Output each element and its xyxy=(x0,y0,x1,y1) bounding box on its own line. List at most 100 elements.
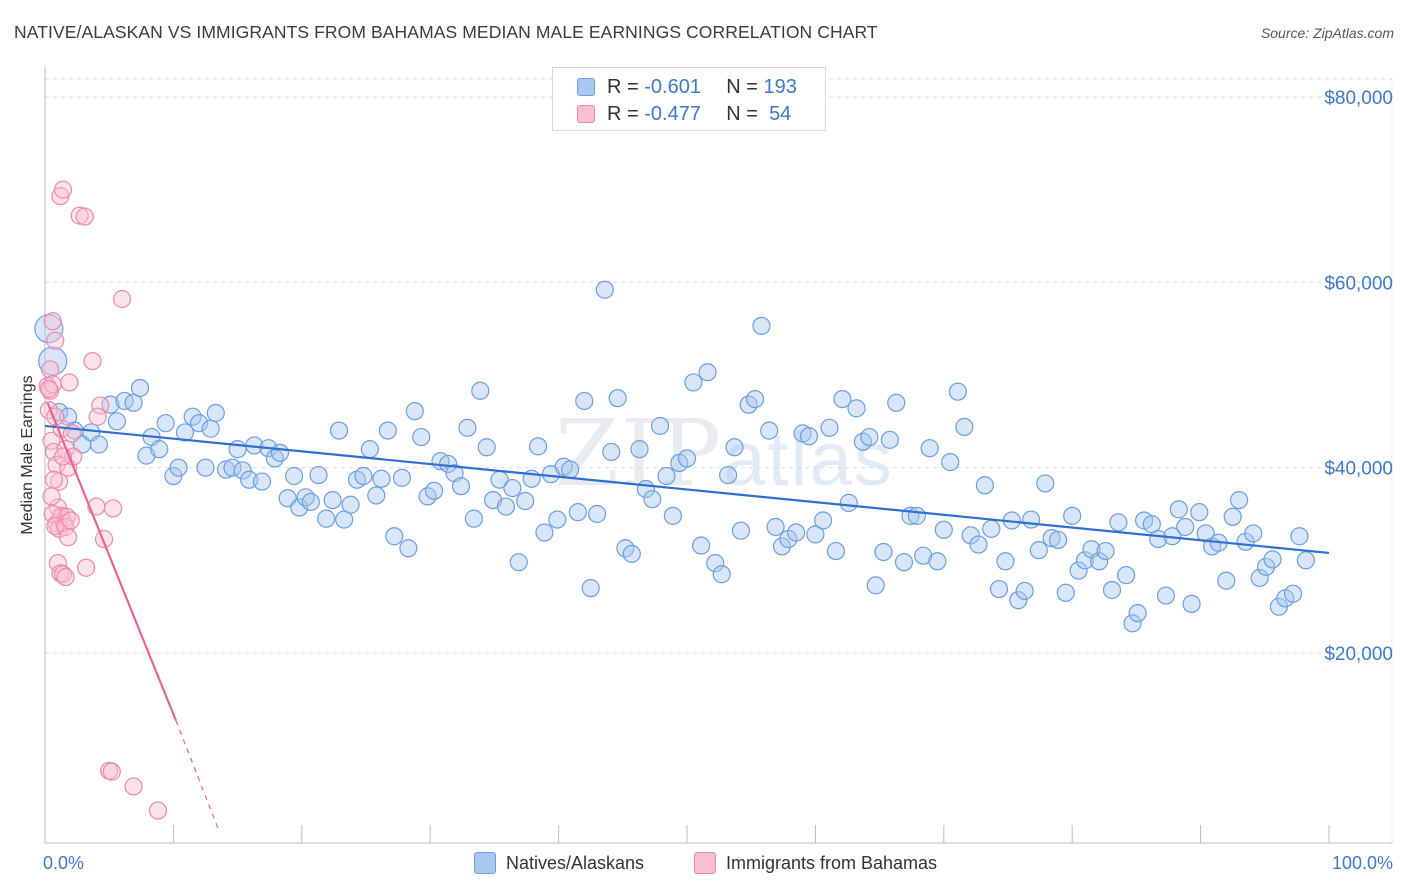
natives-point xyxy=(1063,506,1082,525)
natives-point xyxy=(684,373,703,392)
natives-point xyxy=(317,509,336,528)
natives-point xyxy=(712,565,731,584)
natives-point xyxy=(1190,503,1209,522)
natives-point xyxy=(206,403,225,423)
natives-point xyxy=(561,460,580,479)
natives-point xyxy=(860,427,879,447)
natives-point xyxy=(718,465,738,485)
natives-point xyxy=(385,527,404,546)
natives-point xyxy=(1250,568,1269,588)
natives-point xyxy=(880,430,899,449)
natives-point xyxy=(183,407,202,426)
legend-swatch-natives xyxy=(577,78,595,96)
y-tick-label: $60,000 xyxy=(1324,273,1393,294)
natives-point xyxy=(329,421,349,440)
bahamas-point xyxy=(148,801,168,820)
natives-point xyxy=(1296,551,1315,570)
natives-point xyxy=(1022,510,1041,529)
bahamas-point xyxy=(70,206,89,225)
natives-point xyxy=(677,449,697,468)
natives-point xyxy=(650,416,670,436)
bottom-legend-label-bahamas: Immigrants from Bahamas xyxy=(726,852,938,873)
natives-point xyxy=(887,393,906,412)
natives-point xyxy=(698,363,717,382)
natives-trend-line xyxy=(44,424,1330,555)
natives-point xyxy=(284,466,304,486)
bahamas-point xyxy=(53,180,73,199)
natives-point xyxy=(839,493,858,512)
natives-point xyxy=(1109,513,1128,532)
bahamas-point xyxy=(52,506,71,525)
bahamas-point xyxy=(76,558,96,577)
natives-point xyxy=(471,381,490,400)
natives-point xyxy=(820,418,839,437)
legend-swatch-bahamas xyxy=(577,105,595,123)
natives-point xyxy=(130,378,150,398)
natives-point xyxy=(731,521,751,540)
natives-point xyxy=(115,391,134,411)
natives-point xyxy=(223,458,242,477)
bottom-legend-swatch-natives xyxy=(474,852,496,874)
tick-labels: $20,000 $40,000 $60,000 $80,000 0.0% 100.0% xyxy=(43,88,1393,873)
y-axis-label: Median Male Earnings xyxy=(19,375,36,534)
natives-point xyxy=(464,509,483,528)
natives-point xyxy=(663,506,682,525)
natives-point xyxy=(323,491,342,510)
bahamas-trend-extension xyxy=(175,720,219,830)
bahamas-point xyxy=(112,289,132,309)
legend-r-value: -0.477 xyxy=(644,102,701,125)
natives-point xyxy=(920,439,939,458)
natives-point xyxy=(1029,541,1048,560)
natives-point xyxy=(399,539,418,558)
natives-point xyxy=(496,497,516,516)
bahamas-point xyxy=(91,396,110,415)
natives-point xyxy=(760,421,779,440)
natives-point xyxy=(1009,591,1028,610)
natives-point xyxy=(1290,527,1309,546)
axes xyxy=(44,67,1392,844)
natives-point xyxy=(175,423,195,442)
natives-point xyxy=(196,458,215,477)
natives-point xyxy=(833,389,852,409)
natives-point xyxy=(725,438,744,457)
natives-point xyxy=(228,440,247,459)
legend-row-natives: R = -0.601 N = 193 xyxy=(577,74,797,100)
bahamas-point xyxy=(43,312,62,331)
x-tick-label: 0.0% xyxy=(43,853,84,873)
natives-point xyxy=(458,418,477,437)
natives-point xyxy=(233,461,252,480)
natives-point xyxy=(1096,541,1115,561)
legend-r-label: R = xyxy=(607,75,639,98)
natives-point xyxy=(405,402,424,421)
natives-point xyxy=(595,280,614,299)
legend-row-bahamas: R = -0.477 N = 54 xyxy=(577,101,791,127)
natives-point xyxy=(1176,517,1195,537)
natives-point xyxy=(928,552,947,571)
bahamas-point xyxy=(46,331,65,350)
bahamas-point xyxy=(39,379,58,398)
natives-point xyxy=(982,519,1001,538)
natives-point xyxy=(948,382,968,401)
natives-point xyxy=(575,391,594,411)
bottom-legend-swatch-bahamas xyxy=(694,852,716,874)
natives-point xyxy=(745,389,765,409)
natives-point xyxy=(477,438,496,457)
natives-point xyxy=(548,510,567,529)
natives-point xyxy=(189,414,209,433)
bahamas-point xyxy=(61,511,80,530)
natives-point xyxy=(1263,550,1282,569)
bahamas-point xyxy=(102,762,121,781)
natives-point xyxy=(89,435,109,454)
natives-point xyxy=(602,442,621,462)
y-tick-label: $80,000 xyxy=(1324,88,1393,109)
bahamas-point xyxy=(56,567,75,587)
natives-point xyxy=(252,472,272,491)
natives-point xyxy=(934,520,953,539)
bahamas-point xyxy=(53,565,73,584)
natives-point xyxy=(568,503,587,522)
natives-point xyxy=(1217,571,1236,590)
natives-point xyxy=(270,443,290,462)
natives-point xyxy=(156,414,175,433)
natives-point xyxy=(169,458,188,477)
natives-point xyxy=(657,466,676,486)
